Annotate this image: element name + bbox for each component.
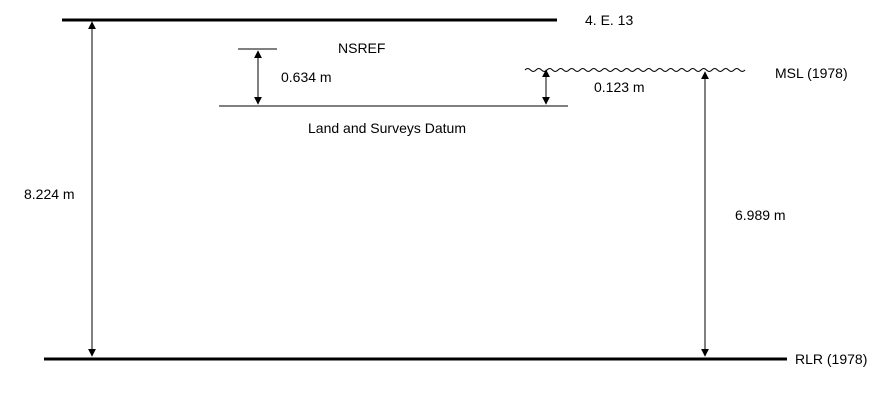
msl-to-land-value: 0.123 m xyxy=(594,79,645,95)
rlr-label: RLR (1978) xyxy=(795,351,867,367)
msl-to-rlr-value: 6.989 m xyxy=(735,207,786,223)
nsref-label: NSREF xyxy=(338,40,385,56)
bench-mark-label: 4. E. 13 xyxy=(585,12,633,28)
bm-to-rlr-value: 8.224 m xyxy=(24,186,75,202)
msl-wave-line xyxy=(524,68,746,72)
nsref-to-land-value: 0.634 m xyxy=(281,69,332,85)
land-surveys-label: Land and Surveys Datum xyxy=(308,120,466,136)
msl-label: MSL (1978) xyxy=(775,65,848,81)
